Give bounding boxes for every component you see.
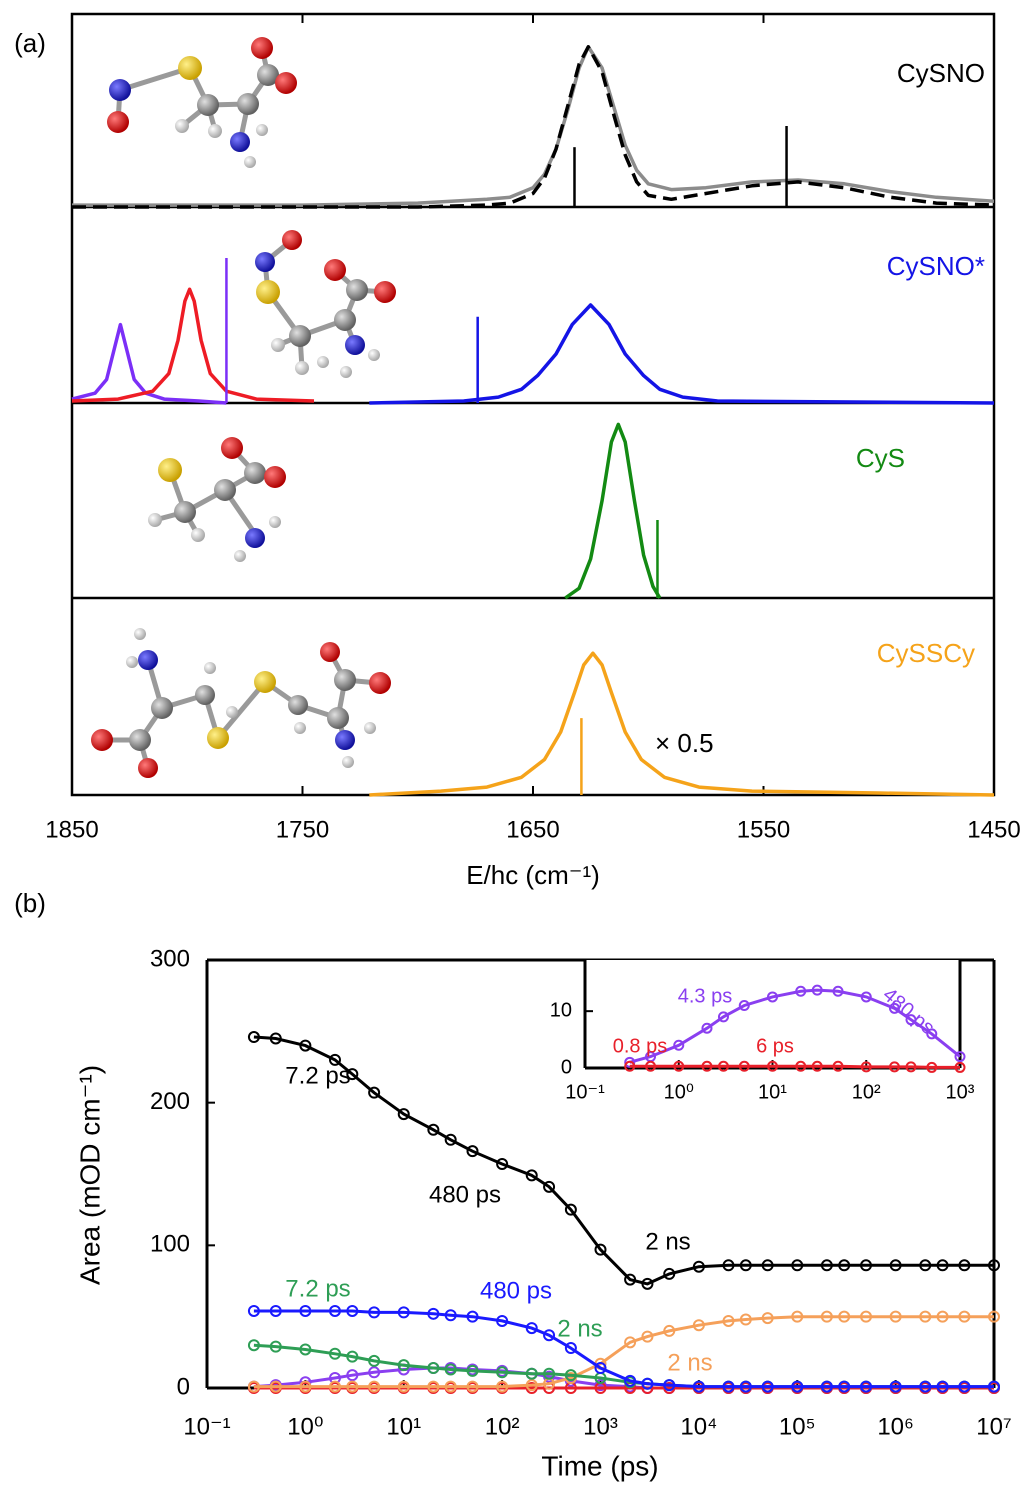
annotation: 7.2 ps <box>285 1275 350 1302</box>
x-tick-label: 10⁻¹ <box>565 1081 605 1103</box>
y-tick-label: 0 <box>177 1373 190 1400</box>
x-axis-label: Time (ps) <box>541 1450 658 1481</box>
panel-name: CyS <box>856 443 905 473</box>
annotation: 480 ps <box>480 1277 552 1304</box>
x-tick-label: 10¹ <box>386 1413 421 1440</box>
figure: (a) 1850 1750 1650 1550 1450 E/hc (cm⁻¹) CySNO C… <box>0 0 1026 1494</box>
x-tick-label: 10¹ <box>758 1081 787 1103</box>
y-tick-label: 100 <box>150 1231 190 1258</box>
fit-line <box>254 1311 994 1387</box>
x-tick-label: 10⁶ <box>877 1413 914 1440</box>
panel-name: CySNO <box>897 58 985 88</box>
annotation: 2 ns <box>667 1349 712 1376</box>
spectrum-curve <box>565 424 660 598</box>
annotation: 2 ns <box>645 1228 690 1255</box>
x-tick-label: 1450 <box>967 816 1020 843</box>
x-tick-label: 10³ <box>583 1413 618 1440</box>
x-tick-label: 1650 <box>506 816 559 843</box>
fit-line <box>254 1037 994 1284</box>
fit-line <box>630 1066 960 1067</box>
x-axis-label: E/hc (cm⁻¹) <box>466 860 600 890</box>
panel-label: (a) <box>14 28 46 58</box>
molecule-cys <box>148 437 286 562</box>
spectrum-curve <box>369 305 994 403</box>
x-tick-label: 10² <box>852 1081 881 1103</box>
y-tick-label: 0 <box>561 1056 572 1078</box>
molecule-cyssc <box>91 628 391 778</box>
molecule-cysno <box>107 37 297 168</box>
x-tick-label: 10⁰ <box>287 1413 323 1440</box>
x-tick-label: 1850 <box>45 816 98 843</box>
y-axis-label: Area (mOD cm⁻¹) <box>74 1065 105 1285</box>
x-tick-label: 1550 <box>737 816 790 843</box>
fit-line <box>254 1317 994 1387</box>
x-tick-label: 10⁰ <box>664 1081 694 1103</box>
panel-name: CySNO* <box>887 251 985 281</box>
annotation: 7.2 ps <box>285 1062 350 1089</box>
x-tick-label: 10⁴ <box>680 1413 717 1440</box>
scale-note: × 0.5 <box>655 728 714 758</box>
x-tick-label: 10⁷ <box>976 1413 1011 1440</box>
annotation: 480 ps <box>429 1181 501 1208</box>
panel-name: CySSCy <box>877 638 975 668</box>
x-tick-label: 1750 <box>276 816 329 843</box>
spectrum-curve <box>369 653 994 795</box>
y-tick-label: 10 <box>550 999 572 1021</box>
x-tick-label: 10³ <box>946 1081 975 1103</box>
fit-line <box>254 1345 994 1386</box>
x-tick-label: 10² <box>485 1413 520 1440</box>
y-tick-label: 200 <box>150 1088 190 1115</box>
panel-label: (b) <box>14 888 46 918</box>
annotation: 0.8 ps <box>613 1035 667 1057</box>
annotation: 2 ns <box>557 1315 602 1342</box>
y-tick-label: 300 <box>150 945 190 972</box>
x-tick-label: 10⁵ <box>779 1413 816 1440</box>
annotation: 6 ps <box>756 1035 794 1057</box>
x-tick-label: 10⁻¹ <box>183 1413 230 1440</box>
molecule-cysno-excited <box>255 230 396 378</box>
page: (a) 1850 1750 1650 1550 1450 E/hc (cm⁻¹) CySNO C… <box>0 0 1026 1494</box>
annotation: 4.3 ps <box>678 985 732 1007</box>
